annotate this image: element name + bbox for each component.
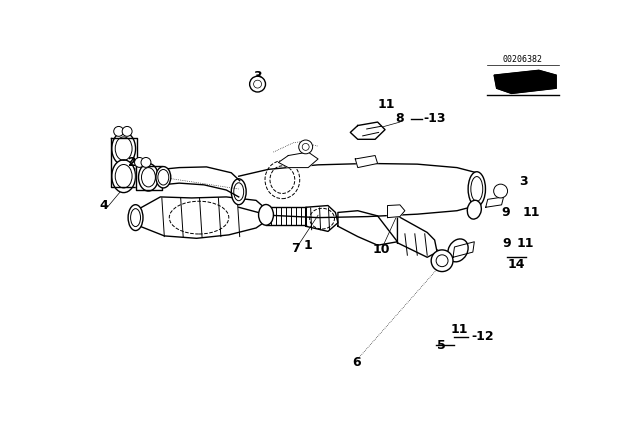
Ellipse shape [259,204,273,225]
Ellipse shape [112,160,136,193]
Polygon shape [278,152,318,168]
Text: 4: 4 [99,199,108,212]
Text: 11: 11 [451,323,468,336]
Polygon shape [111,138,137,186]
Ellipse shape [448,239,468,262]
Ellipse shape [138,164,158,191]
Text: 6: 6 [353,356,361,369]
Ellipse shape [128,205,143,231]
Circle shape [114,126,124,136]
Ellipse shape [468,172,486,206]
Circle shape [134,158,145,168]
Ellipse shape [231,179,246,205]
Text: 1: 1 [304,239,312,252]
Polygon shape [338,211,397,245]
Text: 7: 7 [291,242,300,255]
Polygon shape [486,197,504,207]
Polygon shape [136,166,163,190]
Polygon shape [136,197,266,238]
Text: 00206382: 00206382 [502,56,543,65]
Text: 11: 11 [516,237,534,250]
Polygon shape [397,216,437,257]
Text: 9: 9 [501,206,510,219]
Text: 14: 14 [508,258,525,271]
Circle shape [122,126,132,136]
Text: 8: 8 [396,112,404,125]
Text: 9: 9 [502,237,511,250]
Text: -13: -13 [423,112,445,125]
Polygon shape [306,206,338,232]
Circle shape [250,76,266,92]
Text: 11: 11 [378,98,396,111]
Ellipse shape [112,132,136,165]
Text: 5: 5 [437,339,446,352]
Polygon shape [388,205,405,218]
Text: 3: 3 [520,175,528,188]
Polygon shape [355,155,378,168]
Circle shape [299,140,312,154]
Ellipse shape [467,200,481,219]
Polygon shape [350,122,385,139]
Circle shape [431,250,453,271]
Text: 2: 2 [128,156,136,169]
Polygon shape [494,70,556,94]
Text: 11: 11 [522,206,540,219]
Text: -12: -12 [472,330,495,343]
Polygon shape [453,242,474,257]
Circle shape [141,158,151,168]
Circle shape [493,184,508,198]
Polygon shape [239,164,477,218]
Ellipse shape [156,167,171,188]
Text: 3: 3 [253,70,262,83]
Text: 10: 10 [373,243,390,256]
